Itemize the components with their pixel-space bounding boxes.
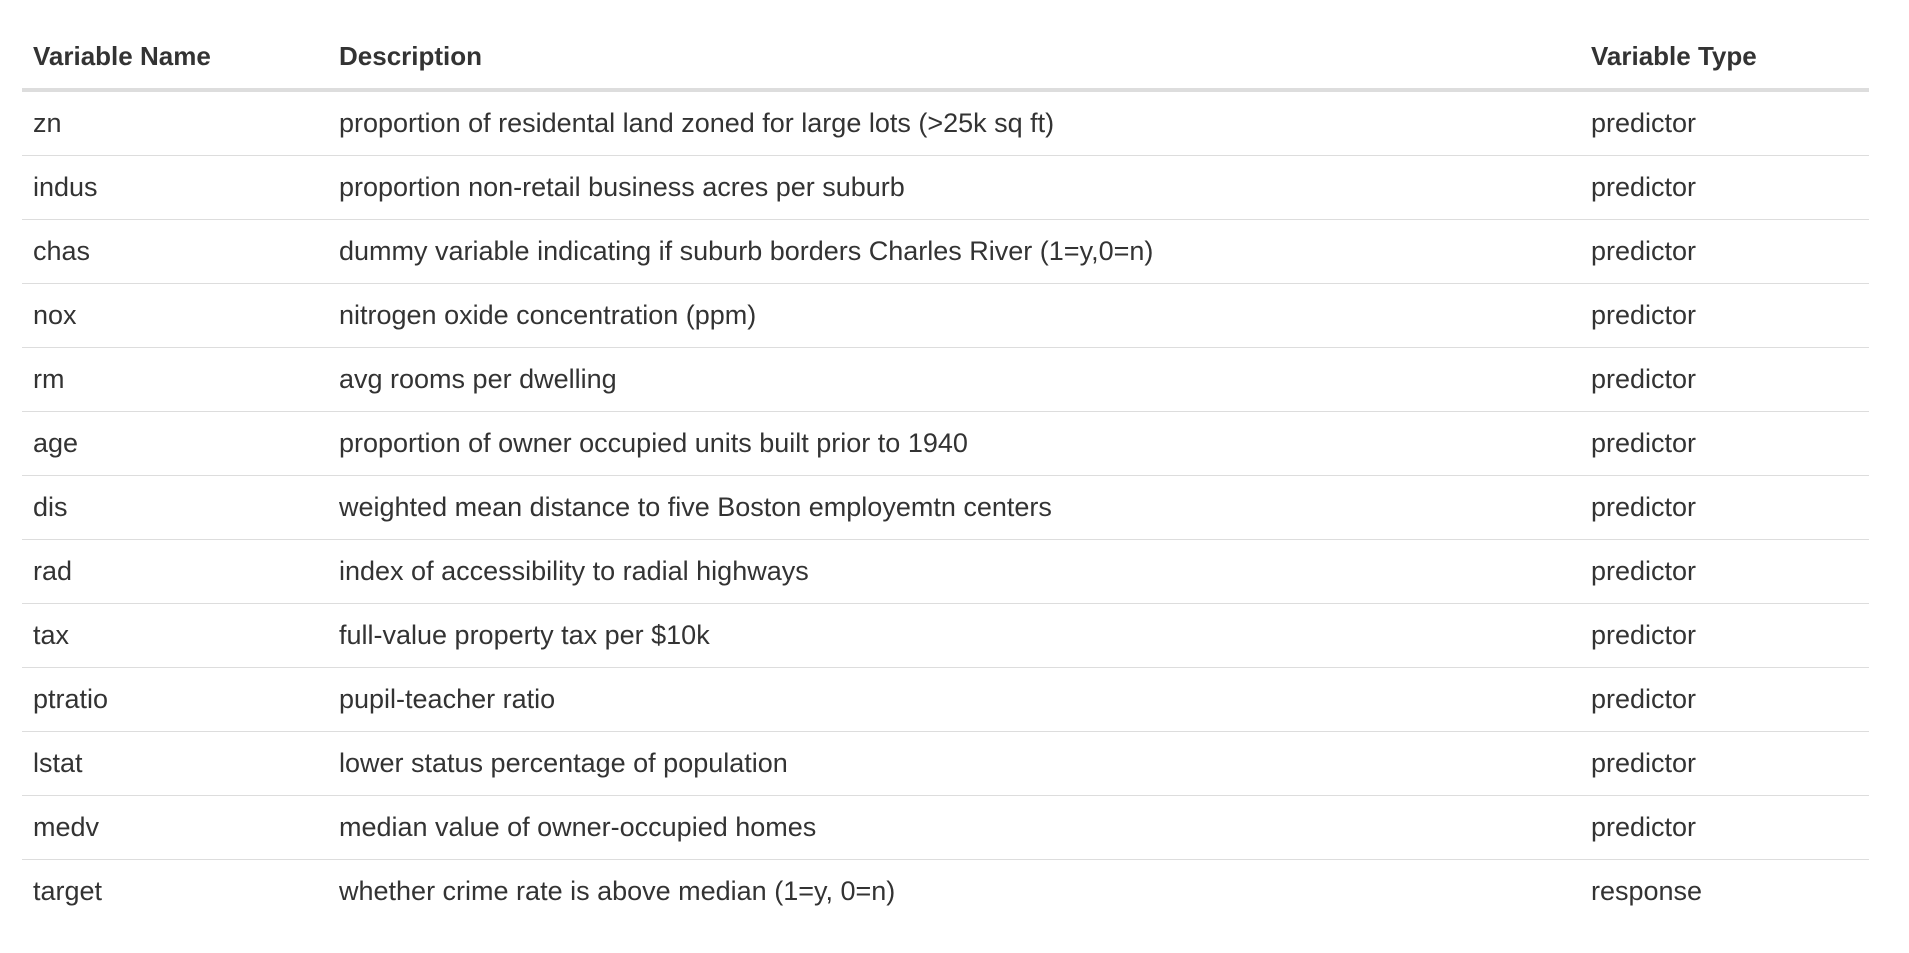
cell-variable-name: target: [33, 876, 103, 906]
cell-description: index of accessibility to radial highway…: [328, 539, 1580, 604]
cell-description: nitrogen oxide concentration (ppm): [328, 283, 1580, 348]
cell-variable-name: rm: [22, 347, 328, 412]
cell-description: whether crime rate is above median (1=y,…: [339, 876, 896, 906]
cell-variable-type: predictor: [1580, 90, 1869, 156]
cell-variable-name: tax: [22, 603, 328, 668]
cell-variable-type: predictor: [1580, 155, 1869, 220]
table-row: lstat lower status percentage of populat…: [22, 731, 1869, 796]
cell-description: avg rooms per dwelling: [328, 347, 1580, 412]
cell-variable-type: predictor: [1580, 731, 1869, 796]
table-row: tax full-value property tax per $10k pre…: [22, 603, 1869, 668]
header-variable-name: Variable Name: [22, 24, 328, 92]
header-row: Variable Name Description Variable Type: [22, 24, 1869, 92]
table-row: zn proportion of residental land zoned f…: [22, 90, 1869, 156]
header-variable-type: Variable Type: [1580, 24, 1869, 92]
cell-variable-name: medv: [22, 795, 328, 860]
table-row: age proportion of owner occupied units b…: [22, 411, 1869, 476]
table-row: nox nitrogen oxide concentration (ppm) p…: [22, 283, 1869, 348]
cell-variable-type: predictor: [1580, 219, 1869, 284]
cell-variable-name: nox: [22, 283, 328, 348]
variable-table: Variable Name Description Variable Type …: [22, 24, 1869, 923]
cell-description: pupil-teacher ratio: [328, 667, 1580, 732]
table-row: chas dummy variable indicating if suburb…: [22, 219, 1869, 284]
cell-variable-name: rad: [22, 539, 328, 604]
cell-description: weighted mean distance to five Boston em…: [328, 475, 1580, 540]
variable-table-container: Variable Name Description Variable Type …: [22, 24, 1869, 923]
cell-variable-type: predictor: [1580, 283, 1869, 348]
cell-variable-type: predictor: [1580, 411, 1869, 476]
cell-variable-type: predictor: [1580, 603, 1869, 668]
table-row: ptratio pupil-teacher ratio predictor: [22, 667, 1869, 732]
cell-variable-type: predictor: [1580, 667, 1869, 732]
table-row: dis weighted mean distance to five Bosto…: [22, 475, 1869, 540]
cell-description: median value of owner-occupied homes: [328, 795, 1580, 860]
table-row: target whether crime rate is above media…: [22, 860, 1869, 924]
cell-variable-name: dis: [22, 475, 328, 540]
cell-variable-type: predictor: [1580, 539, 1869, 604]
table-body: zn proportion of residental land zoned f…: [22, 90, 1869, 923]
cell-description: proportion of residental land zoned for …: [328, 90, 1580, 156]
cell-variable-name: indus: [22, 155, 328, 220]
cell-variable-type: predictor: [1580, 475, 1869, 540]
cell-variable-name: ptratio: [22, 667, 328, 732]
cell-description: lower status percentage of population: [328, 731, 1580, 796]
table-header: Variable Name Description Variable Type: [22, 24, 1869, 92]
cell-variable-name: zn: [22, 90, 328, 156]
table-row: rad index of accessibility to radial hig…: [22, 539, 1869, 604]
cell-description: proportion non-retail business acres per…: [328, 155, 1580, 220]
cell-variable-type: predictor: [1580, 795, 1869, 860]
table-row: medv median value of owner-occupied home…: [22, 795, 1869, 860]
table-row: indus proportion non-retail business acr…: [22, 155, 1869, 220]
cell-variable-name: age: [22, 411, 328, 476]
table-row: rm avg rooms per dwelling predictor: [22, 347, 1869, 412]
cell-variable-type: response: [1591, 876, 1703, 906]
cell-description: full-value property tax per $10k: [328, 603, 1580, 668]
cell-variable-type: predictor: [1580, 347, 1869, 412]
cell-variable-name: lstat: [22, 731, 328, 796]
cell-variable-name: chas: [22, 219, 328, 284]
cell-description: proportion of owner occupied units built…: [328, 411, 1580, 476]
header-description: Description: [328, 24, 1580, 92]
cell-description: dummy variable indicating if suburb bord…: [328, 219, 1580, 284]
